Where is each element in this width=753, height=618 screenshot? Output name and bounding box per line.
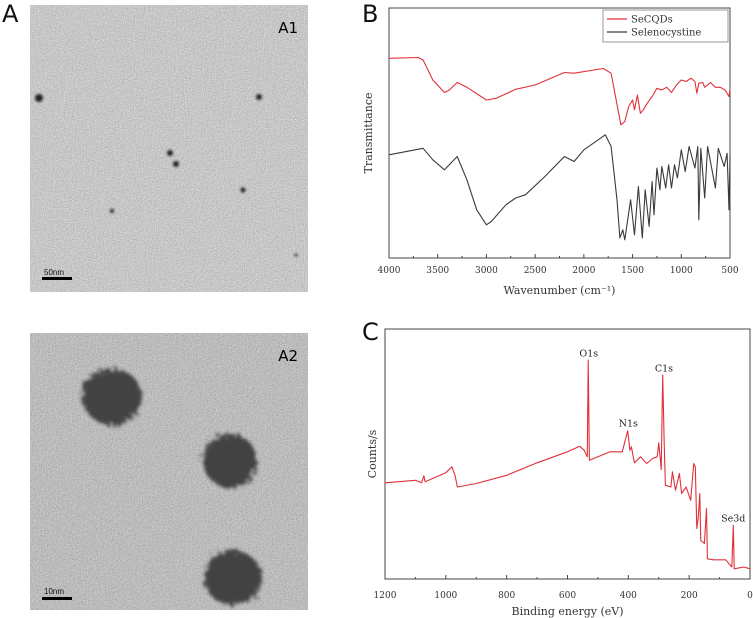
x-tick-label: 400 xyxy=(620,591,637,601)
x-tick-label: 1200 xyxy=(374,591,397,601)
nanoparticle-dots xyxy=(35,94,298,257)
y-axis-label: Transmittance xyxy=(362,93,375,174)
image-label-a1: A1 xyxy=(278,19,298,37)
x-tick-label: 800 xyxy=(498,591,515,601)
x-tick-label: 0 xyxy=(747,591,753,601)
y-axis-label: Counts/s xyxy=(366,429,379,478)
x-tick-label: 600 xyxy=(559,591,576,601)
scale-bar-label-a2: 10nm xyxy=(44,587,65,596)
legend-label: SeCQDs xyxy=(631,15,673,26)
tem-image-a1: A1 50nm xyxy=(30,5,308,292)
series-line-selenocystine xyxy=(388,134,731,241)
x-tick-label: 4000 xyxy=(378,266,401,276)
plot-frame-c xyxy=(384,328,751,580)
x-tick-label: 1000 xyxy=(434,591,457,601)
image-label-a2: A2 xyxy=(278,347,298,365)
series-line-secqds xyxy=(388,56,731,126)
x-tick-label: 1500 xyxy=(621,266,644,276)
x-axis-label: Binding energy (eV) xyxy=(511,605,623,618)
x-tick-label: 2500 xyxy=(524,266,547,276)
x-axis-label: Wavenumber (cm⁻¹) xyxy=(504,284,616,297)
peak-label: O1s xyxy=(579,349,598,360)
scale-bar-label-a1: 50nm xyxy=(44,268,65,277)
legend-label: Selenocystine xyxy=(631,28,701,39)
peak-label: C1s xyxy=(655,364,673,375)
legend-box xyxy=(602,9,729,43)
nanoparticle-clusters xyxy=(82,369,262,605)
scale-bar-a1 xyxy=(42,277,72,280)
plot-frame-b xyxy=(388,7,731,259)
x-tick-label: 1000 xyxy=(670,266,693,276)
scale-bar-a2 xyxy=(42,597,72,600)
x-tick-label: 200 xyxy=(681,591,698,601)
x-tick-label: 3500 xyxy=(426,266,449,276)
panel-letter-c: C xyxy=(362,318,379,346)
x-tick-label: 3000 xyxy=(475,266,498,276)
peak-label: Se3d xyxy=(721,514,745,525)
series-line-xps-survey xyxy=(384,359,751,570)
x-tick-label: 2000 xyxy=(572,266,595,276)
panel-letter-a: A xyxy=(2,0,19,28)
x-tick-label: 500 xyxy=(721,266,738,276)
tem-image-a2: A2 10nm xyxy=(30,333,308,610)
peak-label: N1s xyxy=(619,419,638,430)
panel-letter-b: B xyxy=(362,0,379,28)
